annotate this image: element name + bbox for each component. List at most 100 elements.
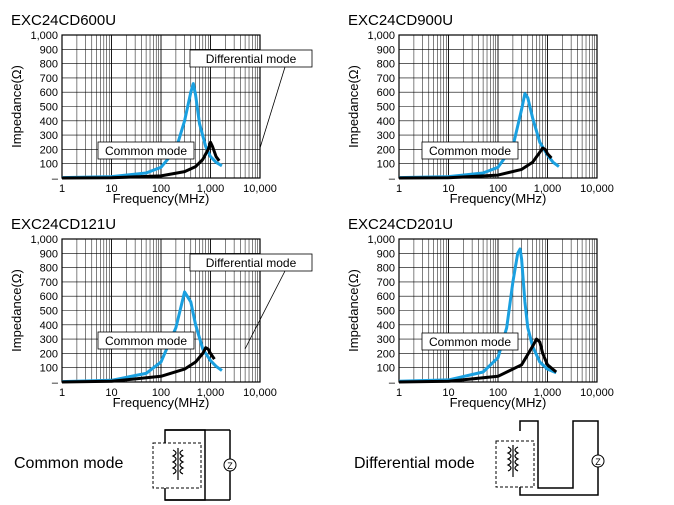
y-tick-label: 1,000 [367, 30, 395, 42]
y-tick-label: – [52, 173, 59, 185]
y-axis-label: Impedance(Ω) [346, 269, 361, 352]
x-tick-label: 100 [152, 183, 170, 195]
x-tick-label: 1 [396, 183, 402, 195]
series-common-mode [61, 82, 223, 180]
impedance-meter-icon [591, 454, 605, 468]
differential-filter-box [495, 440, 535, 488]
x-tick-label: 100 [489, 387, 507, 399]
x-tick-label: 10,000 [243, 183, 277, 195]
common-mode-label-box [421, 332, 519, 351]
y-tick-label: 100 [40, 363, 58, 375]
y-tick-label: 900 [377, 248, 395, 260]
plot-frame [398, 34, 598, 179]
x-tick-label: 100 [489, 183, 507, 195]
y-tick-label: 300 [377, 334, 395, 346]
y-tick-label: 900 [40, 248, 58, 260]
x-tick-label: 10,000 [580, 183, 614, 195]
differential-mode-label-box [189, 49, 313, 68]
y-tick-label: 500 [377, 102, 395, 114]
common-mode-schematic-label: Common mode [14, 455, 124, 472]
y-tick-label: – [52, 377, 59, 389]
y-tick-label: 600 [377, 291, 395, 303]
z-symbol-icon: Z [595, 457, 601, 467]
common-mode-schematic: Z [152, 429, 237, 501]
y-tick-label: 300 [40, 130, 58, 142]
x-tick-label: 1,000 [534, 183, 562, 195]
y-tick-label: 300 [40, 334, 58, 346]
common-mode-label: Common mode [105, 144, 187, 158]
y-tick-label: 600 [40, 87, 58, 99]
y-tick-label: 400 [40, 320, 58, 332]
x-tick-label: 10,000 [580, 387, 614, 399]
y-tick-label: 1,000 [30, 30, 58, 42]
leader-line [259, 66, 286, 149]
y-tick-label: 400 [377, 116, 395, 128]
transformer-icon [171, 448, 185, 480]
differential-mode-label: Differential mode [206, 256, 297, 270]
common-mode-label-box [421, 141, 519, 160]
series-common-mode [61, 290, 223, 384]
chart-exc24cd900u: EXC24CD900U – 100 200 300 400 500 600 700 800 900 1… [346, 12, 614, 206]
x-axis-label: Frequency(MHz) [450, 395, 547, 410]
x-tick-label: 1 [396, 387, 402, 399]
x-tick-label: 10 [442, 183, 454, 195]
y-tick-label: 700 [377, 73, 395, 85]
y-tick-label: 900 [377, 44, 395, 56]
x-tick-label: 1 [59, 183, 65, 195]
y-tick-label: 800 [40, 59, 58, 71]
y-tick-label: 700 [377, 277, 395, 289]
x-tick-label: 10 [105, 183, 117, 195]
differential-mode-label: Differential mode [206, 52, 297, 66]
common-mode-label: Common mode [429, 335, 511, 349]
differential-mode-label-box [189, 253, 313, 272]
series-differential-mode [398, 146, 553, 180]
x-tick-label: 100 [152, 387, 170, 399]
series-differential-mode [398, 337, 558, 384]
chart-exc24cd600u: EXC24CD600U – 100 200 300 400 500 600 700 800 900 1… [9, 12, 313, 206]
y-tick-label: 400 [377, 320, 395, 332]
y-axis-label: Impedance(Ω) [346, 65, 361, 148]
y-tick-label: 800 [40, 263, 58, 275]
x-tick-label: 1,000 [197, 183, 225, 195]
y-tick-label: 700 [40, 73, 58, 85]
y-tick-label: 100 [377, 159, 395, 171]
y-tick-label: 1,000 [367, 234, 395, 246]
common-mode-label-box [97, 331, 195, 350]
chart-title: EXC24CD121U [11, 216, 116, 233]
y-tick-label: 200 [40, 144, 58, 156]
x-tick-label: 1 [59, 387, 65, 399]
series-differential-mode [61, 346, 216, 384]
y-tick-label: 100 [40, 159, 58, 171]
grid [398, 238, 597, 383]
y-tick-label: 600 [40, 291, 58, 303]
common-mode-label: Common mode [429, 144, 511, 158]
y-tick-label: 500 [40, 102, 58, 114]
y-tick-label: 800 [377, 263, 395, 275]
chart-exc24cd121u: EXC24CD121U – 100 200 300 400 500 600 700 800 900 1… [9, 216, 313, 410]
y-tick-label: – [389, 173, 396, 185]
y-tick-label: 200 [377, 144, 395, 156]
series-differential-mode [61, 140, 221, 180]
differential-mode-schematic: Z [495, 420, 605, 496]
chart-title: EXC24CD201U [348, 216, 453, 233]
y-tick-label: 1,000 [30, 234, 58, 246]
plot-frame [61, 238, 261, 383]
differential-wire [519, 420, 599, 496]
y-tick-label: 500 [40, 306, 58, 318]
y-tick-label: 600 [377, 87, 395, 99]
x-tick-label: 10 [105, 387, 117, 399]
y-tick-label: – [389, 377, 396, 389]
y-tick-label: 200 [377, 348, 395, 360]
common-filter-box [152, 442, 202, 489]
y-tick-label: 700 [40, 277, 58, 289]
y-axis-label: Impedance(Ω) [9, 269, 24, 352]
leader-line [244, 270, 286, 350]
chart-exc24cd201u: EXC24CD201U – 100 200 300 400 500 600 700 800 900 1… [346, 216, 614, 410]
y-axis-label: Impedance(Ω) [9, 65, 24, 148]
y-tick-label: 100 [377, 363, 395, 375]
z-symbol-icon: Z [227, 461, 233, 471]
common-mode-label-box [97, 141, 195, 160]
plot-frame [61, 34, 261, 179]
y-tick-label: 800 [377, 59, 395, 71]
x-tick-label: 10 [442, 387, 454, 399]
